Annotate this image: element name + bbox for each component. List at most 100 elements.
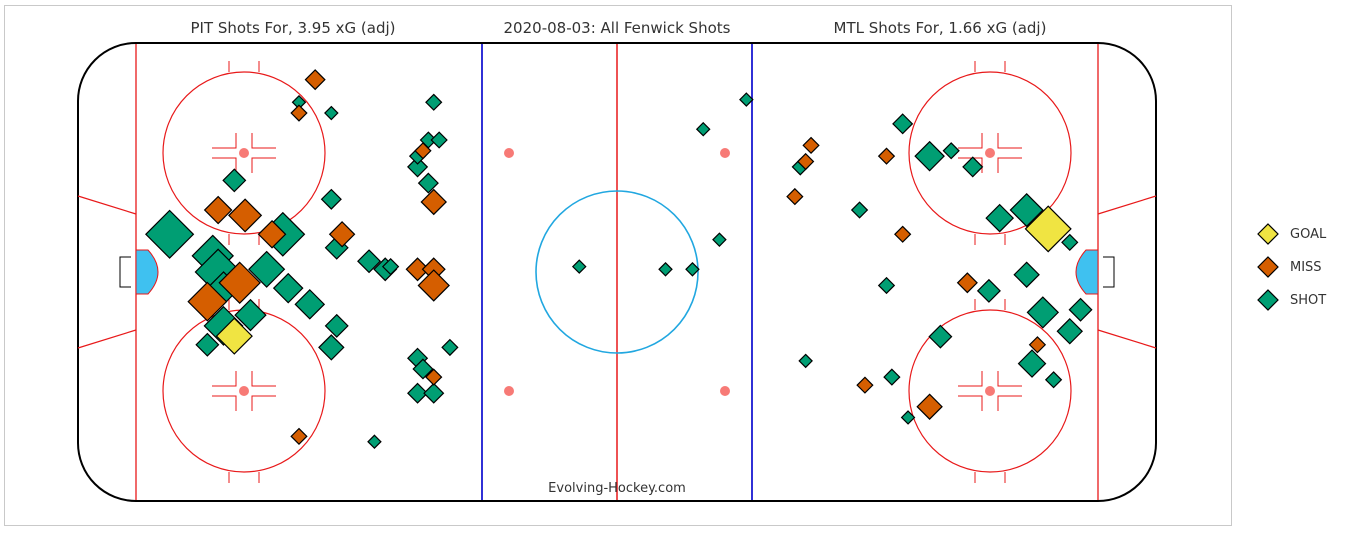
neutral-dot-left-bottom	[504, 386, 514, 396]
legend-shot-label: SHOT	[1290, 293, 1326, 308]
shot-marker-miss-6[interactable]	[187, 281, 228, 322]
shot-marker-shot-23[interactable]	[425, 93, 443, 111]
shot-marker-shot-12[interactable]	[234, 298, 267, 332]
shot-marker-shot-4[interactable]	[145, 209, 195, 259]
shot-marker-miss-14[interactable]	[290, 427, 308, 445]
shot-marker-shot-33[interactable]	[739, 92, 754, 107]
title-center: 2020-08-03: All Fenwick Shots	[504, 19, 731, 37]
shot-marker-shot-20[interactable]	[381, 257, 400, 276]
shot-marker-goal-0[interactable]	[215, 317, 253, 355]
shot-marker-shot-29[interactable]	[407, 382, 429, 404]
shot-markers	[145, 69, 1093, 450]
shot-marker-shot-1[interactable]	[324, 105, 339, 121]
shot-marker-shot-44[interactable]	[850, 201, 869, 219]
shot-marker-miss-13[interactable]	[425, 368, 443, 386]
legend-miss-marker	[1257, 256, 1279, 278]
shot-marker-shot-45[interactable]	[985, 203, 1015, 233]
shot-marker-miss-1[interactable]	[290, 104, 308, 122]
title-left: PIT Shots For, 3.95 xG (adj)	[190, 19, 395, 37]
shot-marker-shot-3[interactable]	[320, 188, 342, 210]
neutral-dot-left-top	[504, 148, 514, 158]
shot-marker-shot-41[interactable]	[942, 142, 960, 160]
shot-marker-shot-25[interactable]	[430, 131, 448, 149]
shot-marker-miss-4[interactable]	[257, 219, 287, 249]
shot-marker-shot-31[interactable]	[441, 338, 459, 357]
shot-marker-miss-0[interactable]	[304, 69, 326, 91]
shot-marker-shot-54[interactable]	[928, 324, 953, 349]
shot-marker-shot-49[interactable]	[976, 278, 1001, 303]
shot-marker-miss-8[interactable]	[414, 142, 432, 160]
shot-marker-shot-9[interactable]	[248, 250, 286, 288]
shot-marker-shot-59[interactable]	[900, 410, 916, 425]
shot-marker-miss-7[interactable]	[218, 261, 261, 305]
shot-marker-miss-18[interactable]	[877, 147, 896, 165]
shot-marker-shot-22[interactable]	[417, 172, 439, 194]
shot-marker-shot-21[interactable]	[407, 156, 429, 178]
shot-marker-shot-10[interactable]	[272, 272, 304, 304]
shot-marker-shot-51[interactable]	[1026, 296, 1060, 329]
legend-item-miss[interactable]: MISS	[1257, 256, 1322, 278]
shot-marker-shot-16[interactable]	[324, 313, 349, 338]
legend-item-shot[interactable]: SHOT	[1257, 289, 1326, 311]
faceoff-circle-left-top	[162, 61, 326, 245]
legend-miss-label: MISS	[1290, 260, 1322, 275]
shot-marker-shot-38[interactable]	[685, 262, 700, 277]
shot-marker-miss-16[interactable]	[797, 152, 815, 171]
shot-marker-miss-9[interactable]	[420, 188, 447, 216]
shot-marker-shot-35[interactable]	[712, 232, 727, 247]
shot-marker-shot-47[interactable]	[1061, 233, 1079, 252]
shot-marker-miss-20[interactable]	[956, 272, 978, 294]
shot-marker-miss-23[interactable]	[916, 393, 943, 420]
shot-marker-shot-11[interactable]	[294, 289, 326, 320]
legend-item-goal[interactable]: GOAL	[1257, 223, 1327, 245]
shot-marker-shot-58[interactable]	[883, 368, 901, 386]
shot-marker-miss-3[interactable]	[228, 198, 263, 233]
shot-marker-shot-46[interactable]	[1009, 192, 1044, 228]
legend-goal-marker	[1257, 223, 1279, 245]
goal-net-right	[1103, 256, 1115, 288]
shot-marker-shot-42[interactable]	[962, 156, 984, 178]
trapezoid-left-top	[77, 195, 137, 215]
goal-crease-right	[1075, 249, 1099, 295]
shot-marker-shot-57[interactable]	[798, 353, 813, 369]
shot-marker-miss-10[interactable]	[405, 257, 430, 282]
trapezoid-right-bottom	[1097, 329, 1157, 349]
shot-marker-shot-56[interactable]	[1044, 371, 1063, 389]
neutral-dot-right-top	[720, 148, 730, 158]
trapezoid-left-bottom	[77, 329, 137, 349]
shot-marker-shot-19[interactable]	[357, 249, 382, 274]
shot-marker-miss-12[interactable]	[417, 269, 450, 302]
shot-marker-miss-5[interactable]	[328, 221, 356, 248]
shot-marker-shot-30[interactable]	[423, 382, 445, 404]
shot-marker-miss-21[interactable]	[1028, 336, 1047, 354]
shot-marker-shot-48[interactable]	[1013, 261, 1040, 288]
shot-marker-shot-50[interactable]	[877, 276, 896, 295]
shot-marker-miss-19[interactable]	[894, 225, 912, 243]
shot-marker-shot-39[interactable]	[892, 113, 914, 135]
shot-marker-shot-55[interactable]	[1017, 349, 1047, 378]
shot-marker-shot-28[interactable]	[412, 358, 434, 380]
shot-marker-shot-36[interactable]	[571, 259, 587, 274]
shot-marker-goal-1[interactable]	[1024, 205, 1072, 253]
shot-marker-miss-15[interactable]	[802, 136, 820, 155]
shot-marker-miss-2[interactable]	[203, 195, 233, 225]
shot-marker-shot-34[interactable]	[695, 121, 711, 137]
shot-marker-miss-17[interactable]	[786, 187, 804, 206]
shot-marker-shot-53[interactable]	[1056, 318, 1084, 345]
faceoff-circle-right-bottom	[908, 299, 1072, 483]
legend: GOAL MISS SHOT	[1257, 223, 1327, 311]
shot-marker-shot-40[interactable]	[914, 140, 945, 172]
faceoff-circle-right-top	[908, 61, 1072, 245]
trapezoid-right-top	[1097, 195, 1157, 215]
shot-marker-shot-14[interactable]	[195, 332, 220, 357]
shot-marker-shot-17[interactable]	[318, 334, 345, 361]
neutral-dot-right-bottom	[720, 386, 730, 396]
title-right: MTL Shots For, 1.66 xG (adj)	[834, 19, 1047, 37]
legend-goal-label: GOAL	[1290, 227, 1327, 242]
shot-marker-miss-22[interactable]	[856, 376, 874, 394]
shot-marker-shot-2[interactable]	[222, 168, 247, 193]
shot-marker-shot-52[interactable]	[1068, 297, 1093, 322]
shot-marker-shot-37[interactable]	[658, 262, 673, 277]
shot-marker-shot-32[interactable]	[367, 434, 382, 450]
